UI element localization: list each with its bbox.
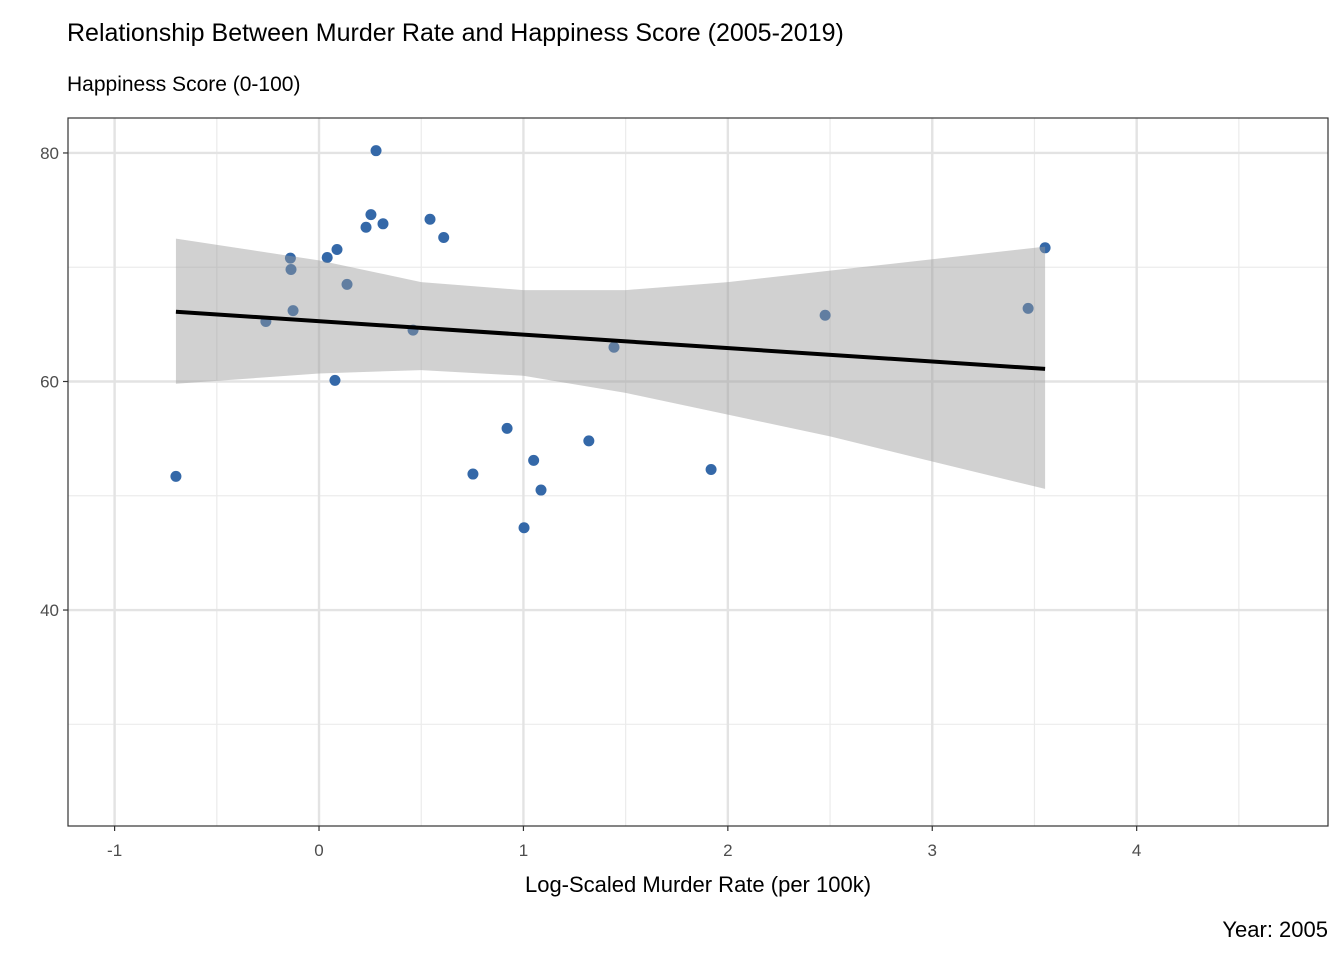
points-layer [170, 145, 1051, 534]
data-point [819, 309, 831, 321]
y-tick-label: 80 [40, 144, 59, 163]
x-tick-label: 2 [723, 841, 732, 860]
plot-border [67, 117, 1329, 827]
x-axis-label: Log-Scaled Murder Rate (per 100k) [525, 872, 871, 897]
grid-lines [68, 118, 1328, 826]
plot-panel [68, 118, 1328, 826]
data-point [365, 209, 377, 221]
data-point [329, 374, 341, 386]
data-point [285, 264, 297, 276]
data-point [438, 232, 450, 244]
data-point [528, 454, 540, 466]
y-tick-label: 60 [40, 373, 59, 392]
data-point [535, 484, 547, 496]
data-point [518, 522, 530, 534]
data-point [341, 278, 353, 290]
x-tick-label: 4 [1132, 841, 1141, 860]
x-tick-label: 0 [314, 841, 323, 860]
confidence-band [175, 238, 1046, 489]
data-point [377, 218, 389, 230]
data-point [583, 435, 595, 447]
y-axis: 40 60 80 [40, 144, 68, 620]
data-point [1039, 242, 1051, 254]
chart-subtitle: Happiness Score (0-100) [67, 73, 300, 96]
data-point [331, 244, 343, 256]
data-point [170, 470, 182, 482]
data-point [501, 422, 513, 434]
data-point [1022, 302, 1034, 314]
data-point [287, 305, 299, 317]
x-tick-label: 3 [928, 841, 937, 860]
data-point [467, 468, 479, 480]
y-tick-label: 40 [40, 601, 59, 620]
trend-line [175, 309, 1046, 371]
data-point [608, 341, 620, 353]
chart-title: Relationship Between Murder Rate and Hap… [67, 19, 844, 47]
data-point [284, 252, 296, 264]
caption: Year: 2005 [1222, 917, 1328, 942]
x-tick-label: 1 [519, 841, 528, 860]
data-point [424, 213, 436, 225]
data-point [705, 463, 717, 475]
data-point [321, 252, 333, 264]
x-tick-label: -1 [107, 841, 122, 860]
data-point [370, 145, 382, 157]
data-point [360, 221, 372, 233]
x-axis: -1 0 1 2 3 4 [107, 826, 1141, 860]
